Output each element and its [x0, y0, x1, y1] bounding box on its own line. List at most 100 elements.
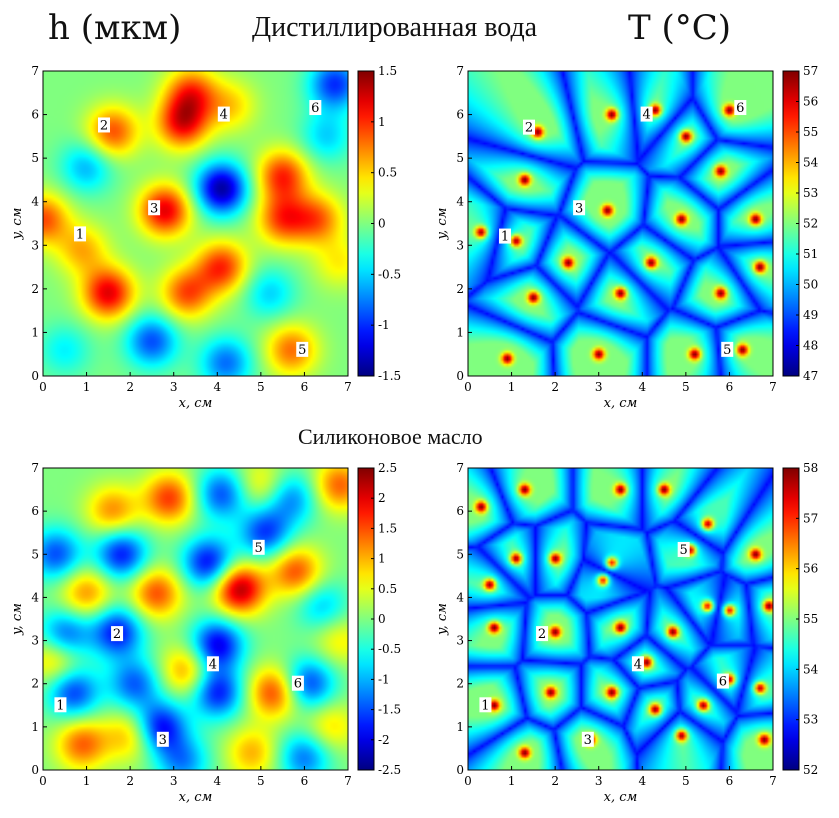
colorbar-tick-label: -0.5 [378, 642, 401, 656]
marker-label-1: 1 [76, 227, 84, 242]
x-tick-label: 6 [301, 774, 309, 788]
x-tick-label: 4 [638, 774, 646, 788]
marker-label-4: 4 [643, 108, 651, 123]
marker-box [631, 656, 644, 672]
plot-frame [467, 70, 774, 377]
marker-box [573, 200, 586, 216]
y-tick-label: 6 [31, 504, 39, 518]
y-tick-label: 3 [456, 634, 464, 648]
colorbar-tick-label: -0.5 [378, 267, 401, 281]
marker-label-3: 3 [150, 201, 158, 216]
marker-label-6: 6 [736, 101, 744, 116]
top-row-title: Дистиллированная вода [252, 12, 538, 43]
marker-box [721, 341, 734, 357]
y-tick-label: 7 [31, 461, 39, 475]
marker-box [309, 100, 322, 116]
y-axis-label: y, см [10, 208, 25, 241]
colorbar-tick-label: 54 [803, 662, 819, 676]
y-tick-label: 0 [31, 369, 39, 383]
panel-water-h: 0 1 2 3 4 5 6 7 0 1 2 3 4 5 6 7 x, см y, см 1 2 3 4 5 6 1.5 1 0.5 0… [10, 64, 401, 411]
x-tick-label: 7 [769, 774, 777, 788]
y-tick-label: 3 [456, 238, 464, 252]
marker-label-5: 5 [680, 543, 688, 558]
marker-label-1: 1 [501, 230, 509, 245]
marker-label-5: 5 [723, 343, 731, 358]
y-tick-label: 0 [456, 369, 464, 383]
colorbar-tick-label: 55 [803, 612, 818, 626]
y-tick-label: 4 [456, 590, 464, 604]
marker-label-4: 4 [209, 657, 217, 672]
y-tick-label: 1 [31, 325, 39, 339]
x-tick-label: 7 [344, 380, 352, 394]
x-tick-label: 7 [344, 774, 352, 788]
x-tick-label: 4 [213, 380, 221, 394]
x-tick-label: 3 [170, 774, 178, 788]
colorbar-tick-label: 52 [803, 217, 818, 231]
y-tick-label: 5 [456, 547, 464, 561]
x-tick-label: 0 [464, 774, 472, 788]
colorbar-tick-label: 1 [378, 552, 386, 566]
y-tick-label: 5 [456, 151, 464, 165]
colorbar-tick-label: -2.5 [378, 763, 401, 777]
marker-box [98, 117, 110, 133]
colorbar-tick-label: 53 [803, 713, 818, 727]
y-tick-label: 6 [31, 108, 39, 122]
marker-label-3: 3 [159, 733, 167, 748]
y-tick-label: 6 [456, 108, 464, 122]
marker-label-2: 2 [100, 118, 108, 133]
y-tick-label: 2 [31, 677, 39, 691]
x-tick-label: 4 [213, 774, 221, 788]
x-tick-label: 6 [726, 380, 734, 394]
heatmap-water-h [43, 71, 348, 376]
y-tick-label: 0 [456, 763, 464, 777]
marker-label-6: 6 [294, 677, 302, 692]
marker-label-6: 6 [719, 675, 727, 690]
right-column-header: T (°C) [628, 8, 732, 48]
colorbar-tick-label: 0 [378, 217, 386, 231]
y-tick-label: 0 [31, 763, 39, 777]
y-tick-label: 4 [31, 195, 39, 209]
marker-label-2: 2 [113, 627, 121, 642]
x-axis-label: x, см [604, 790, 638, 805]
y-tick-label: 4 [456, 195, 464, 209]
y-tick-label: 7 [456, 64, 464, 78]
y-tick-label: 5 [31, 151, 39, 165]
y-tick-label: 1 [31, 720, 39, 734]
y-tick-label: 6 [456, 504, 464, 518]
x-tick-label: 1 [83, 774, 91, 788]
marker-label-1: 1 [56, 698, 64, 713]
colorbar-tick-label: 1 [378, 115, 386, 129]
colorbar-tick-label: 0.5 [378, 166, 397, 180]
colorbar-tick-label: 56 [803, 562, 818, 576]
marker-box [716, 673, 729, 689]
colorbar-tick-label: 53 [803, 186, 818, 200]
x-tick-label: 1 [508, 380, 516, 394]
colorbar-tick-label: 52 [803, 763, 818, 777]
bottom-row-title: Силиконовое масло [298, 424, 483, 449]
marker-box [581, 731, 594, 747]
marker-box [734, 100, 747, 116]
x-tick-label: 3 [170, 380, 178, 394]
marker-label-2: 2 [538, 627, 546, 642]
marker-box [536, 626, 549, 642]
heatmap-oil-t [468, 468, 773, 770]
marker-box [291, 675, 304, 691]
colorbar-tick-label: 48 [803, 339, 818, 353]
x-tick-label: 2 [551, 774, 559, 788]
colorbar-tick-label: 1.5 [378, 64, 397, 78]
plot-frame [42, 467, 349, 771]
y-tick-label: 3 [31, 238, 39, 252]
marker-box [54, 697, 67, 713]
colorbar-tick-label: 54 [803, 156, 819, 170]
x-tick-label: 6 [301, 380, 309, 394]
colorbar-tick-label: -1 [378, 672, 390, 686]
y-axis-label: y, см [10, 603, 25, 636]
colorbar-tick-label: 49 [803, 308, 818, 322]
colorbar-tick-label: -1.5 [378, 703, 401, 717]
marker-label-2: 2 [525, 121, 533, 136]
marker-box [156, 731, 169, 747]
marker-label-3: 3 [575, 201, 583, 216]
marker-box [523, 119, 535, 135]
